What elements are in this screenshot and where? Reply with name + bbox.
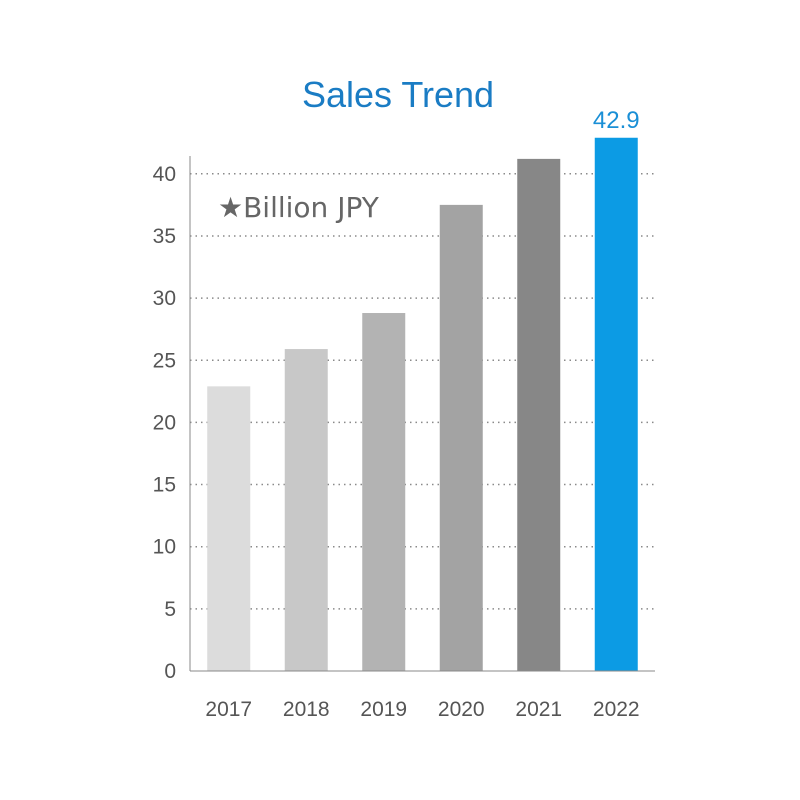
- bar-2017: [207, 386, 251, 671]
- y-tick-label: 10: [153, 536, 176, 559]
- bar-2021: [517, 158, 561, 671]
- x-tick-label: 2018: [283, 698, 330, 721]
- y-tick-label: 15: [153, 474, 176, 497]
- x-tick-label: 2019: [360, 698, 407, 721]
- y-tick-label: 0: [164, 660, 176, 683]
- bar-2019: [362, 313, 406, 671]
- y-axis-ticks: 0 5 10 15 20 25 30 35 40: [153, 163, 176, 683]
- chart-title: Sales Trend: [302, 74, 494, 115]
- bar-2020: [439, 204, 483, 671]
- y-tick-label: 35: [153, 225, 176, 248]
- grid-lines: [190, 173, 655, 610]
- unit-note: ★Billion JPY: [218, 191, 380, 224]
- x-axis-ticks: 2017 2018 2019 2020 2021 2022: [205, 698, 639, 721]
- x-tick-label: 2022: [593, 698, 640, 721]
- y-tick-label: 5: [164, 598, 176, 621]
- x-tick-label: 2017: [205, 698, 252, 721]
- bar-2022: [594, 137, 638, 672]
- x-tick-label: 2020: [438, 698, 485, 721]
- y-tick-label: 25: [153, 349, 176, 372]
- bar-2018: [284, 349, 328, 671]
- x-tick-label: 2021: [515, 698, 562, 721]
- data-label: 42.9: [593, 107, 640, 134]
- bars: [207, 137, 638, 672]
- y-tick-label: 30: [153, 287, 176, 310]
- y-tick-label: 20: [153, 411, 176, 434]
- data-labels: 42.9: [593, 107, 640, 134]
- y-tick-label: 40: [153, 163, 176, 186]
